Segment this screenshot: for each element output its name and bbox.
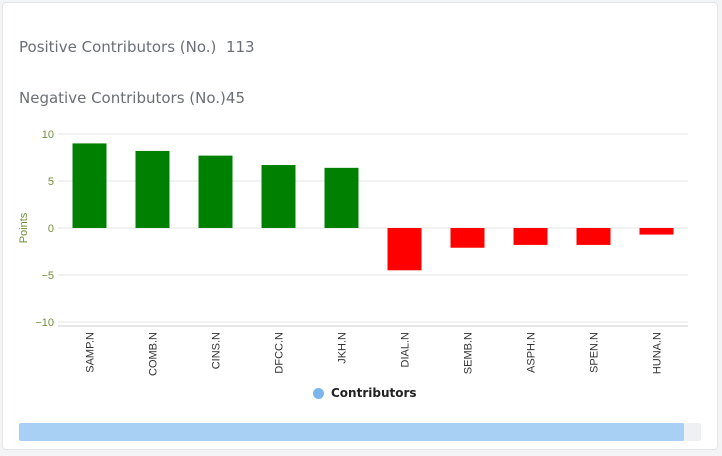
x-tick-label: COMB.N (148, 332, 160, 376)
contributors-card: Positive Contributors (No.) 113 Negative… (2, 2, 718, 450)
legend-marker (313, 387, 324, 399)
x-tick-label: SEMB.N (463, 332, 475, 374)
positive-contributors-label: Positive Contributors (No.) (19, 38, 217, 56)
contributors-bar-chart: 10 5 0 −5 −10 Points SAMP.N COMB.N CINS.N DFCC.N J… (18, 129, 688, 376)
x-tick-label: SAMP.N (85, 332, 97, 373)
y-tick-label: −5 (41, 270, 54, 282)
bar-dfcc-n (261, 165, 296, 228)
scrollbar-thumb[interactable] (19, 423, 684, 441)
bar-cins-n (198, 155, 233, 228)
positive-contributors-stat: Positive Contributors (No.) 113 (19, 38, 255, 56)
bar-huna-n (639, 228, 674, 235)
negative-contributors-value: 45 (225, 89, 245, 107)
bar-comb-n (135, 150, 170, 228)
bar-samp-n (72, 143, 107, 228)
bar-spen-n (576, 228, 611, 245)
y-axis-title: Points (18, 212, 30, 243)
negative-contributors-label: Negative Contributors (No.) (19, 89, 226, 107)
y-tick-label: 5 (48, 176, 54, 188)
horizontal-scrollbar[interactable] (19, 423, 701, 441)
bar-jkh-n (324, 167, 359, 228)
y-tick-label: 10 (42, 129, 54, 141)
legend-label: Contributors (331, 386, 417, 400)
bar-dial-n (387, 228, 422, 271)
x-tick-label: SPEN.N (589, 332, 601, 373)
y-tick-label: −10 (35, 317, 54, 329)
y-tick-label: 0 (48, 223, 54, 235)
x-tick-label: HUNA.N (652, 332, 664, 374)
chart-legend[interactable]: Contributors (313, 386, 417, 400)
x-tick-label: DFCC.N (274, 332, 286, 374)
x-tick-label: CINS.N (211, 332, 223, 369)
bar-asph-n (513, 228, 548, 245)
x-tick-label: JKH.N (337, 332, 349, 364)
x-tick-label: DIAL.N (400, 332, 412, 368)
positive-contributors-value: 113 (225, 38, 255, 56)
bar-semb-n (450, 228, 485, 248)
negative-contributors-stat: Negative Contributors (No.)45 (19, 89, 245, 107)
x-tick-label: ASPH.N (526, 332, 538, 373)
